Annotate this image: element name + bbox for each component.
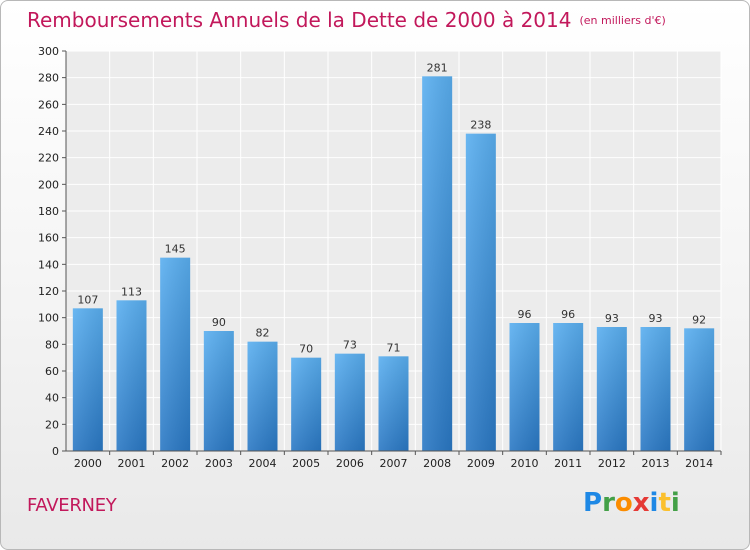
data-label-2001: 113: [121, 285, 142, 298]
x-tick-label-2002: 2002: [161, 457, 189, 470]
data-label-2002: 145: [165, 243, 186, 256]
x-tick-label-2009: 2009: [467, 457, 495, 470]
proxiti-logo[interactable]: Proxiti: [583, 488, 680, 518]
y-tick-label: 180: [38, 205, 59, 218]
y-tick-label: 140: [38, 258, 59, 271]
y-tick-label: 300: [38, 45, 59, 58]
logo-letter: i: [649, 488, 659, 518]
y-tick-label: 60: [45, 365, 59, 378]
x-tick-label-2003: 2003: [205, 457, 233, 470]
x-tick-label-2004: 2004: [249, 457, 277, 470]
y-tick-label: 0: [52, 445, 59, 458]
x-tick-label-2007: 2007: [380, 457, 408, 470]
data-label-2007: 71: [387, 341, 401, 354]
bar-shade-2003: [203, 331, 234, 451]
bar-shade-2002: [160, 257, 191, 451]
logo-letter: i: [670, 488, 680, 518]
bar-shade-2013: [640, 327, 671, 451]
logo-letter: x: [632, 488, 650, 518]
data-label-2012: 93: [605, 312, 619, 325]
bar-shade-2007: [378, 356, 409, 451]
chart-title: Remboursements Annuels de la Dette de 20…: [27, 8, 666, 32]
y-tick-label: 200: [38, 178, 59, 191]
y-tick-label: 80: [45, 338, 59, 351]
bar-shade-2006: [334, 353, 365, 451]
data-label-2010: 96: [518, 308, 532, 321]
y-tick-label: 260: [38, 98, 59, 111]
bar-shade-2014: [684, 328, 715, 451]
data-label-2004: 82: [256, 327, 270, 340]
data-label-2003: 90: [212, 316, 226, 329]
y-tick-label: 160: [38, 232, 59, 245]
logo-letter: P: [583, 488, 603, 518]
x-tick-label-2008: 2008: [423, 457, 451, 470]
bar-shade-2004: [247, 341, 278, 451]
bar-shade-2000: [72, 308, 103, 451]
y-tick-label: 120: [38, 285, 59, 298]
x-tick-label-2014: 2014: [685, 457, 713, 470]
x-tick-label-2006: 2006: [336, 457, 364, 470]
data-label-2006: 73: [343, 339, 357, 352]
x-tick-label-2012: 2012: [598, 457, 626, 470]
chart-subtitle: (en milliers d'€): [579, 14, 666, 27]
x-tick-label-2001: 2001: [118, 457, 146, 470]
y-tick-label: 100: [38, 312, 59, 325]
logo-letter: r: [602, 488, 615, 518]
bar-shade-2005: [291, 357, 322, 451]
x-tick-label-2010: 2010: [511, 457, 539, 470]
bar-shade-2012: [596, 327, 627, 451]
y-tick-label: 280: [38, 72, 59, 85]
x-tick-label-2011: 2011: [554, 457, 582, 470]
data-label-2011: 96: [561, 308, 575, 321]
bar-shade-2010: [509, 323, 540, 451]
y-tick-label: 240: [38, 125, 59, 138]
x-tick-label-2000: 2000: [74, 457, 102, 470]
bar-shade-2011: [553, 323, 584, 451]
data-label-2013: 93: [649, 312, 663, 325]
data-label-2005: 70: [299, 343, 313, 356]
bar-shade-2001: [116, 300, 147, 451]
logo-letter: t: [658, 488, 671, 518]
x-tick-label-2013: 2013: [642, 457, 670, 470]
data-label-2009: 238: [470, 119, 491, 132]
x-tick-label-2005: 2005: [292, 457, 320, 470]
logo-letter: o: [614, 488, 633, 518]
data-label-2014: 92: [692, 313, 706, 326]
data-label-2000: 107: [77, 293, 98, 306]
y-tick-label: 40: [45, 392, 59, 405]
bar-shade-2009: [465, 133, 496, 451]
y-tick-label: 220: [38, 152, 59, 165]
y-tick-label: 20: [45, 418, 59, 431]
place-name: FAVERNEY: [27, 495, 117, 516]
bar-shade-2008: [422, 76, 453, 451]
data-label-2008: 281: [427, 61, 448, 74]
